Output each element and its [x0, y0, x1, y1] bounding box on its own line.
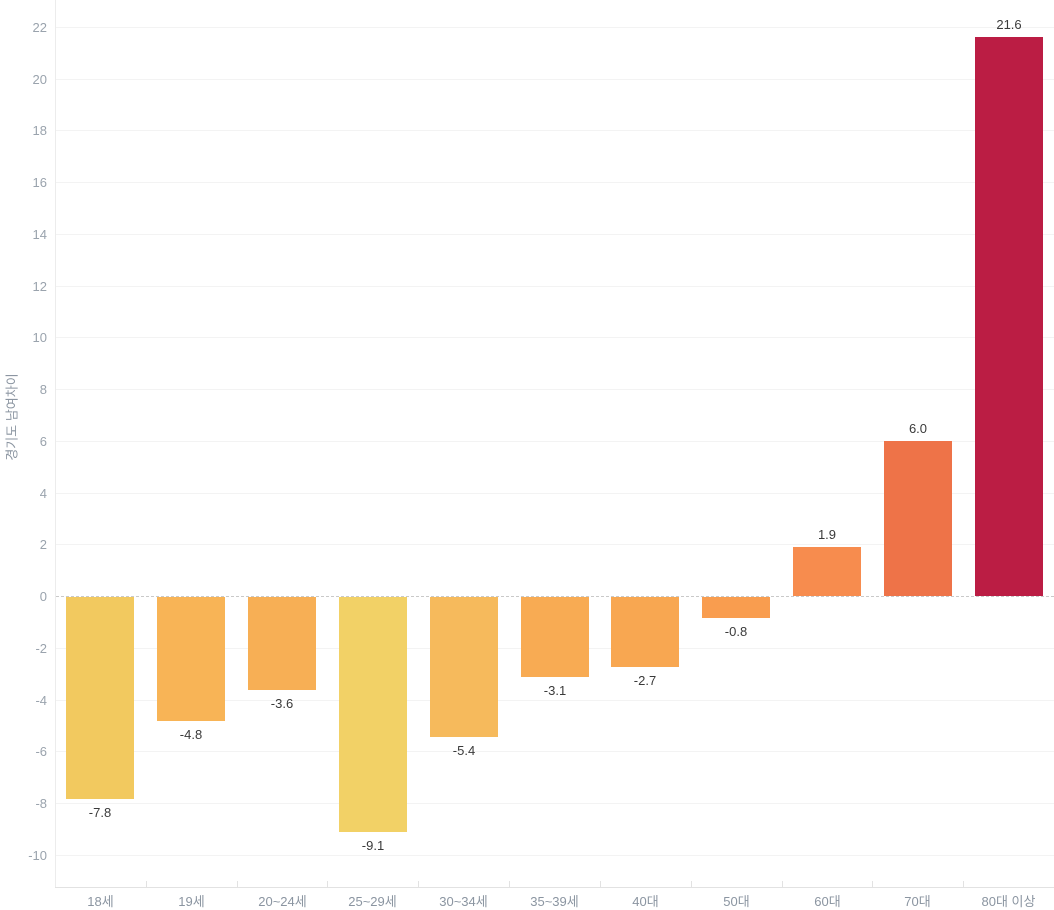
bar[interactable] [884, 441, 952, 596]
x-axis-tick-mark [509, 881, 510, 887]
gridline [56, 544, 1054, 545]
bar-value-label: -9.1 [361, 838, 385, 853]
x-axis-line [55, 887, 1054, 888]
bar[interactable] [702, 597, 770, 618]
y-axis-tick-label: 4 [39, 485, 47, 501]
x-axis-tick-mark [963, 881, 964, 887]
bar-value-label: 6.0 [908, 421, 928, 436]
y-axis-tick-label: 14 [32, 226, 47, 242]
gridline [56, 700, 1054, 701]
gridline [56, 803, 1054, 804]
y-axis-tick-label: -8 [35, 796, 47, 811]
x-axis-tick-label: 20~24세 [258, 894, 307, 909]
gridline [56, 855, 1054, 856]
x-axis-tick-mark [872, 881, 873, 887]
bar[interactable] [521, 597, 589, 677]
gridline [56, 389, 1054, 390]
y-axis-tick-label: 20 [32, 71, 47, 87]
bar-value-label: -0.8 [724, 624, 748, 639]
bar[interactable] [611, 597, 679, 667]
gridline [56, 337, 1054, 338]
y-axis-tick-label: -2 [35, 640, 47, 656]
y-axis-tick-label: 22 [32, 19, 47, 35]
y-axis-tick-label: 0 [39, 589, 47, 604]
bar[interactable] [248, 597, 316, 690]
gridline [56, 234, 1054, 235]
y-axis-tick-label: 2 [39, 537, 47, 553]
x-axis-tick-mark [418, 881, 419, 887]
zero-baseline [56, 596, 1054, 597]
x-axis-tick-label: 18세 [87, 894, 114, 909]
x-axis-tick-mark [691, 881, 692, 887]
y-axis-tick-label: 8 [39, 382, 47, 397]
gridline [56, 751, 1054, 752]
bar[interactable] [793, 547, 861, 596]
bar[interactable] [66, 597, 134, 799]
gridline [56, 441, 1054, 442]
y-axis-tick-label: 6 [39, 433, 47, 449]
y-axis-tick-label: -10 [28, 847, 47, 863]
x-axis-tick-label: 30~34세 [439, 894, 488, 909]
x-axis-tick-label: 25~29세 [348, 894, 397, 909]
y-axis-tick-label: 10 [32, 330, 47, 346]
x-axis-tick-mark [237, 881, 238, 887]
bar[interactable] [339, 597, 407, 832]
gridline [56, 79, 1054, 80]
bar-value-label: 21.6 [996, 17, 1022, 32]
x-axis-tick-label: 60대 [814, 894, 841, 909]
x-axis-tick-label: 50대 [723, 894, 750, 909]
gridline [56, 27, 1054, 28]
y-axis-line [55, 0, 56, 887]
x-axis-tick-label: 40대 [632, 894, 659, 909]
x-axis-tick-mark [327, 881, 328, 887]
y-axis-tick-label: -4 [35, 692, 47, 708]
bar-value-label: -3.6 [270, 696, 294, 711]
x-axis-tick-label: 70대 [904, 894, 931, 909]
gridline [56, 130, 1054, 131]
y-axis-tick-label: 12 [32, 278, 47, 294]
gridline [56, 286, 1054, 287]
bar[interactable] [157, 597, 225, 721]
y-axis-tick-label: -6 [35, 744, 47, 760]
bar-value-label: -7.8 [88, 805, 112, 820]
x-axis-tick-mark [600, 881, 601, 887]
bar[interactable] [430, 597, 498, 737]
y-axis-tick-label: 16 [32, 175, 47, 190]
x-axis-tick-label: 35~39세 [530, 894, 579, 909]
bar-value-label: 1.9 [817, 527, 837, 542]
bar-value-label: -4.8 [179, 727, 203, 742]
bar[interactable] [975, 37, 1043, 596]
x-axis-tick-label: 80대 이상 [981, 894, 1036, 909]
bar-value-label: -2.7 [633, 673, 657, 688]
bar-value-label: -3.1 [543, 683, 567, 698]
y-axis-tick-label: 18 [32, 123, 47, 139]
gridline [56, 182, 1054, 183]
x-axis-tick-label: 19세 [178, 894, 205, 909]
gridline [56, 493, 1054, 494]
x-axis-tick-mark [146, 881, 147, 887]
x-axis-tick-mark [782, 881, 783, 887]
bar-value-label: -5.4 [452, 743, 476, 758]
